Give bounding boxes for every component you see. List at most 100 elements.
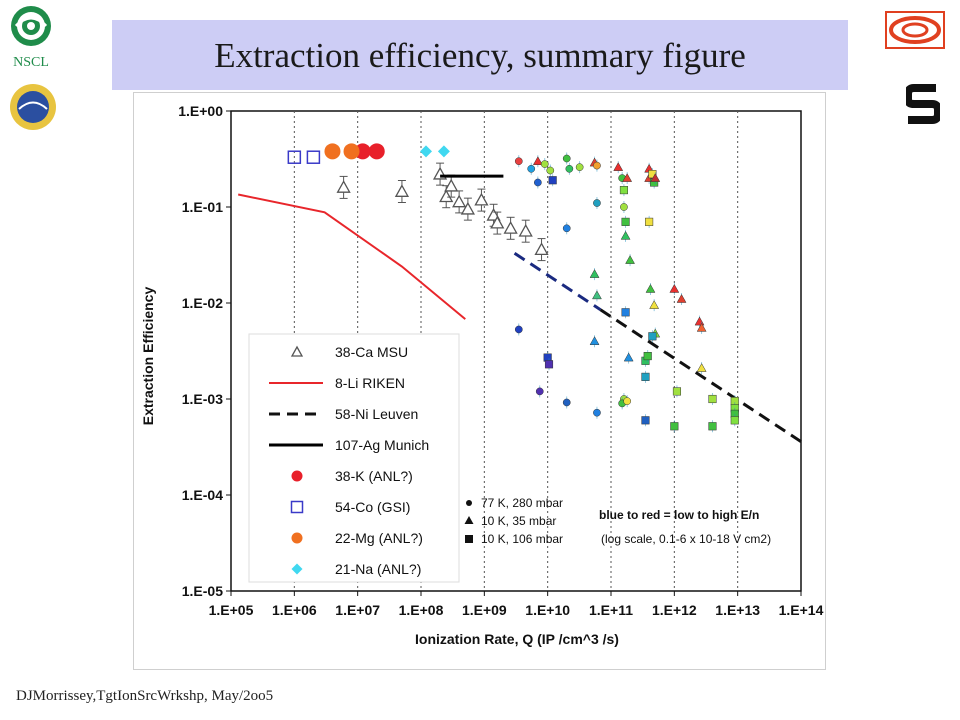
x-tick-label: 1.E+07 <box>335 602 380 618</box>
triangle-marker <box>439 189 454 203</box>
scan-point <box>592 289 602 302</box>
scan-circle <box>593 199 601 207</box>
scan-square <box>621 217 630 226</box>
scan-point <box>562 222 571 235</box>
scan-triangle <box>649 300 660 309</box>
scan-triangle <box>532 156 543 165</box>
series-8-li-riken-line <box>237 193 466 320</box>
scan-point <box>641 370 650 383</box>
series-54-co-gsi-point <box>287 150 302 164</box>
marker-legend-label: 10 K, 106 mbar <box>481 532 563 546</box>
scan-square <box>643 352 652 361</box>
series-38-ca-msu-point <box>503 216 518 240</box>
series-38-ca-msu-point <box>534 238 549 262</box>
scan-triangle <box>669 283 680 293</box>
scan-point <box>621 306 630 319</box>
series-22-mg-anl-point <box>343 143 360 160</box>
scan-square <box>708 422 717 431</box>
y-tick-label: 1.E-04 <box>182 487 223 503</box>
scan-point <box>669 282 680 295</box>
series-38-ca-msu-point <box>394 180 410 204</box>
legend-label-58-ni-leuven: 58-Ni Leuven <box>335 406 418 422</box>
scan-point <box>620 229 631 242</box>
scan-square <box>619 186 628 195</box>
scan-point <box>648 330 657 343</box>
scan-square <box>548 176 557 185</box>
scan-point <box>593 197 601 210</box>
scan-triangle <box>589 269 600 278</box>
title-band: Extraction efficiency, summary figure <box>112 20 848 90</box>
x-tick-label: 1.E+11 <box>589 602 633 618</box>
scan-square <box>648 170 657 179</box>
x-axis-label: Ionization Rate, Q (IP /cm^3 /s) <box>415 631 619 647</box>
scan-triangle <box>645 283 656 293</box>
y-tick-label: 1.E-05 <box>182 583 223 599</box>
scan-point <box>645 215 654 228</box>
legend-label-38-k-anl: 38-K (ANL?) <box>335 468 413 484</box>
triangle-marker <box>394 184 410 197</box>
series-38-k-anl-point <box>354 143 371 160</box>
triangle-marker <box>474 192 489 206</box>
scan-square <box>645 217 654 226</box>
scan-triangle <box>592 290 602 300</box>
marker-legend-square <box>465 535 473 543</box>
scan-point <box>593 159 601 172</box>
triangle-marker <box>460 201 475 215</box>
triangle-marker <box>503 220 518 234</box>
scan-point <box>544 358 554 371</box>
legend-swatch-54-co-gsi <box>290 500 304 514</box>
scan-circle <box>562 398 571 407</box>
scan-point <box>619 184 628 197</box>
x-tick-label: 1.E+12 <box>652 602 697 618</box>
scan-circle <box>575 163 584 172</box>
scan-square <box>670 422 679 431</box>
scan-circle <box>562 154 571 163</box>
scan-triangle <box>589 336 600 345</box>
scan-point <box>589 335 600 348</box>
scan-circle <box>593 161 601 170</box>
series-58-ni-leuven-line <box>599 308 802 443</box>
scan-triangle <box>625 255 635 264</box>
triangle-marker <box>336 180 351 193</box>
scan-triangle <box>696 322 707 332</box>
scan-circle <box>540 160 549 168</box>
series-22-mg-anl-point <box>324 143 341 160</box>
scan-circle <box>562 224 571 233</box>
series-58-ni-leuven-line <box>513 251 602 311</box>
marker-legend-triangle <box>464 516 474 524</box>
legend-label-54-co-gsi: 54-Co (GSI) <box>335 499 410 515</box>
scan-point <box>562 396 571 409</box>
legend-swatch-38-ca-msu <box>290 345 304 357</box>
legend-label-8-li-riken: 8-Li RIKEN <box>335 375 405 391</box>
marker-legend: 77 K, 280 mbar 10 K, 35 mbar 10 K, 106 mba… <box>464 496 563 546</box>
scan-triangle <box>620 230 631 240</box>
scan-point <box>546 164 555 177</box>
series-38-ca-msu-point <box>490 211 505 235</box>
series-38-ca-msu-point <box>336 175 351 199</box>
scan-circle <box>546 166 555 175</box>
scan-circle <box>534 178 542 187</box>
nscl-logo: NSCL <box>11 6 51 70</box>
series-38-ca-msu-point <box>474 188 489 212</box>
slide-title: Extraction efficiency, summary figure <box>214 36 746 75</box>
scan-point <box>575 161 584 174</box>
scan-point <box>641 414 650 427</box>
x-tick-label: 1.E+06 <box>272 602 317 618</box>
swirl-logo <box>885 11 945 49</box>
legend-label-38-ca-msu: 38-Ca MSU <box>335 344 408 360</box>
scan-point <box>535 385 544 398</box>
series-21-na-anl-point <box>437 145 450 158</box>
triangle-marker <box>518 223 533 237</box>
legend-label-107-ag-munich: 107-Ag Munich <box>335 437 429 453</box>
marker-legend-label: 77 K, 280 mbar <box>481 496 563 510</box>
series-38-ca-msu-point <box>518 219 533 243</box>
nsf-logo <box>10 84 56 130</box>
scan-triangle <box>650 173 661 182</box>
scan-point <box>620 201 628 213</box>
chart-frame: 1.E+05 1.E+06 1.E+07 1.E+08 1.E+09 1.E+10 1.E+… <box>133 92 826 670</box>
scan-point <box>696 321 707 334</box>
y-tick-label: 1.E-02 <box>182 295 223 311</box>
triangle-marker <box>490 215 505 229</box>
series-38-ca-msu-point <box>452 190 467 214</box>
scan-square <box>641 372 650 381</box>
